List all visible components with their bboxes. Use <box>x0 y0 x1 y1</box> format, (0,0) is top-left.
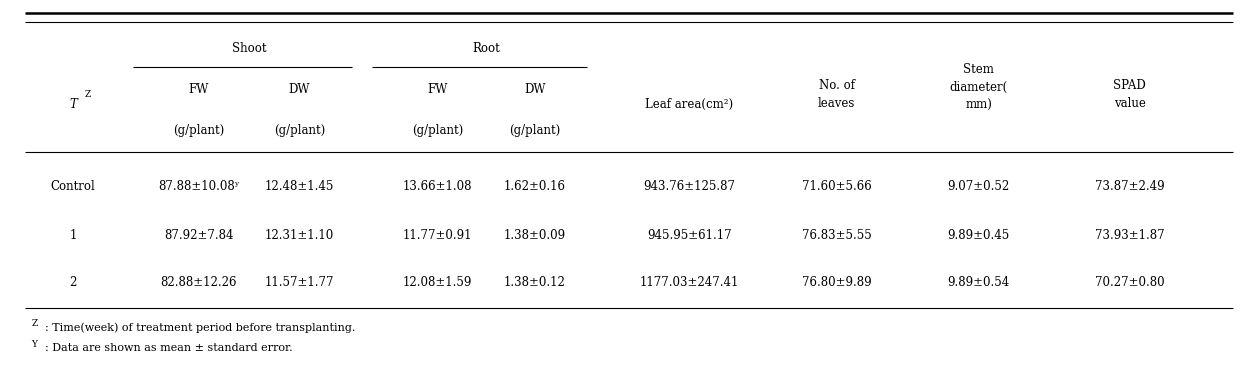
Text: 9.89±0.45: 9.89±0.45 <box>947 229 1010 241</box>
Text: Leaf area(cm²): Leaf area(cm²) <box>645 98 733 110</box>
Text: 9.07±0.52: 9.07±0.52 <box>947 180 1010 193</box>
Text: 12.31±1.10: 12.31±1.10 <box>264 229 335 241</box>
Text: 9.89±0.54: 9.89±0.54 <box>947 276 1010 289</box>
Text: Shoot: Shoot <box>231 42 267 55</box>
Text: (g/plant): (g/plant) <box>174 125 224 137</box>
Text: (g/plant): (g/plant) <box>509 125 560 137</box>
Text: 12.08±1.59: 12.08±1.59 <box>403 276 473 289</box>
Text: 87.88±10.08ʸ: 87.88±10.08ʸ <box>159 180 239 193</box>
Text: 82.88±12.26: 82.88±12.26 <box>161 276 237 289</box>
Text: 73.93±1.87: 73.93±1.87 <box>1094 229 1165 241</box>
Text: 76.80±9.89: 76.80±9.89 <box>801 276 872 289</box>
Text: Z: Z <box>31 319 38 328</box>
Text: 11.57±1.77: 11.57±1.77 <box>264 276 335 289</box>
Text: 1177.03±247.41: 1177.03±247.41 <box>640 276 738 289</box>
Text: FW: FW <box>189 83 209 96</box>
Text: 13.66±1.08: 13.66±1.08 <box>403 180 473 193</box>
Text: 1: 1 <box>69 229 77 241</box>
Text: FW: FW <box>428 83 448 96</box>
Text: DW: DW <box>288 83 311 96</box>
Text: : Time(week) of treatment period before transplanting.: : Time(week) of treatment period before … <box>45 322 356 333</box>
Text: 11.77±0.91: 11.77±0.91 <box>403 229 473 241</box>
Text: 71.60±5.66: 71.60±5.66 <box>801 180 872 193</box>
Text: 1.38±0.12: 1.38±0.12 <box>503 276 566 289</box>
Text: 12.48±1.45: 12.48±1.45 <box>264 180 335 193</box>
Text: 1.38±0.09: 1.38±0.09 <box>503 229 566 241</box>
Text: Root: Root <box>472 42 501 55</box>
Text: 2: 2 <box>69 276 77 289</box>
Text: Y: Y <box>31 340 38 349</box>
Text: (g/plant): (g/plant) <box>413 125 463 137</box>
Text: No. of
leaves: No. of leaves <box>818 79 855 110</box>
Text: T: T <box>69 98 77 110</box>
Text: 76.83±5.55: 76.83±5.55 <box>801 229 872 241</box>
Text: 943.76±125.87: 943.76±125.87 <box>643 180 736 193</box>
Text: 1.62±0.16: 1.62±0.16 <box>503 180 566 193</box>
Text: SPAD
value: SPAD value <box>1113 79 1146 110</box>
Text: : Data are shown as mean ± standard error.: : Data are shown as mean ± standard erro… <box>45 343 293 353</box>
Text: DW: DW <box>523 83 546 96</box>
Text: Z: Z <box>86 90 91 99</box>
Text: Control: Control <box>50 180 96 193</box>
Text: Stem
diameter(
mm): Stem diameter( mm) <box>950 63 1008 112</box>
Text: 73.87±2.49: 73.87±2.49 <box>1094 180 1165 193</box>
Text: 87.92±7.84: 87.92±7.84 <box>164 229 234 241</box>
Text: (g/plant): (g/plant) <box>274 125 325 137</box>
Text: 945.95±61.17: 945.95±61.17 <box>647 229 732 241</box>
Text: 70.27±0.80: 70.27±0.80 <box>1094 276 1165 289</box>
